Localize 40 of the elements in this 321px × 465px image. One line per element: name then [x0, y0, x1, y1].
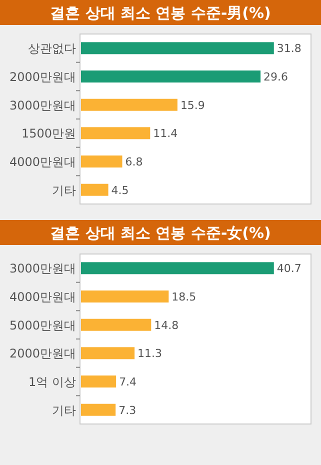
y-tick-label: 3000만원대	[9, 98, 76, 112]
bar	[81, 347, 135, 360]
bar	[81, 127, 150, 140]
chart-title: 결혼 상대 최소 연봉 수준-女(%)	[50, 224, 271, 242]
data-label: 31.8	[276, 42, 302, 56]
y-tick-label: 4000만원대	[9, 155, 76, 169]
y-tick-label: 4000만원대	[9, 290, 76, 304]
bar	[81, 376, 116, 388]
y-tick-label: 3000만원대	[9, 262, 76, 276]
bar	[81, 262, 274, 274]
y-tick-label: 5000만원대	[9, 318, 76, 332]
data-label: 4.5	[111, 184, 129, 197]
y-tick-label: 기타	[52, 183, 76, 198]
bar	[81, 404, 116, 416]
bar	[81, 184, 108, 196]
y-tick-label: 2000만원대	[9, 346, 76, 361]
bar	[81, 42, 274, 54]
bar	[81, 318, 152, 331]
data-label: 11.3	[138, 347, 162, 360]
data-label: 15.9	[180, 98, 205, 112]
bar	[81, 98, 178, 111]
data-label: 7.4	[119, 376, 137, 388]
data-label: 40.7	[276, 262, 302, 276]
y-tick-label: 2000만원대	[9, 70, 76, 84]
y-tick-label: 1500만원	[21, 126, 76, 141]
chart-title: 결혼 상대 최소 연봉 수준-男(%)	[50, 4, 271, 22]
data-label: 7.3	[118, 404, 136, 417]
y-tick-label: 1억 이상	[28, 375, 76, 389]
data-label: 14.8	[154, 318, 179, 332]
data-label: 29.6	[264, 70, 288, 84]
title-bar: 결혼 상대 최소 연봉 수준-男(%)	[0, 0, 321, 25]
bar	[81, 290, 169, 302]
bar	[81, 156, 122, 168]
y-tick-label: 기타	[52, 403, 76, 418]
y-tick-label: 상관없다	[28, 42, 76, 56]
data-label: 18.5	[172, 290, 196, 304]
data-label: 11.4	[153, 127, 178, 140]
data-label: 6.8	[125, 156, 143, 168]
bar	[81, 70, 261, 82]
title-bar: 결혼 상대 최소 연봉 수준-女(%)	[0, 220, 321, 245]
